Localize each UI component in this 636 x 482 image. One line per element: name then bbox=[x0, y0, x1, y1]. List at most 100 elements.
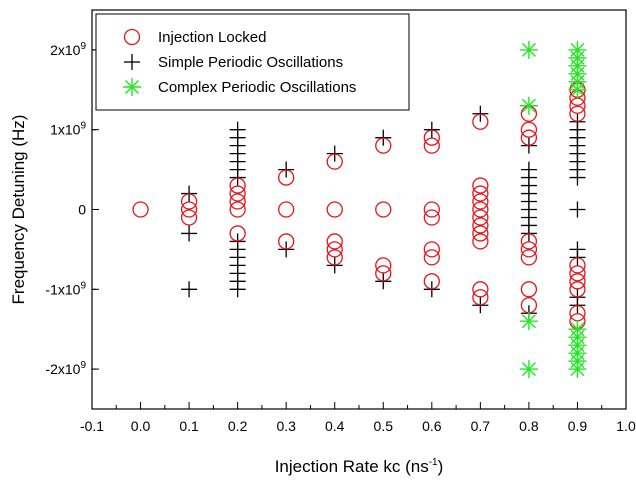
x-tick-label: 0.0 bbox=[131, 418, 151, 434]
circle-point bbox=[472, 177, 489, 194]
circle-point bbox=[569, 281, 586, 298]
x-tick-label: 0.9 bbox=[568, 418, 588, 434]
circle-point bbox=[180, 201, 198, 218]
circle-point bbox=[423, 241, 440, 258]
x-tick-label: -0.1 bbox=[80, 418, 104, 434]
circle-point bbox=[423, 273, 440, 290]
plus-point bbox=[569, 201, 586, 218]
x-tick-label: 1.0 bbox=[616, 418, 636, 434]
circle-point bbox=[472, 209, 489, 226]
circle-point bbox=[326, 241, 343, 258]
plus-point bbox=[181, 281, 198, 298]
series-asterisk bbox=[519, 40, 587, 379]
circle-point bbox=[375, 201, 392, 218]
circle-point bbox=[326, 233, 343, 250]
circle-point bbox=[180, 209, 198, 226]
circle-point bbox=[180, 193, 198, 210]
circle-point bbox=[472, 193, 489, 210]
x-tick-label: 0.2 bbox=[228, 418, 248, 434]
asterisk-point bbox=[519, 312, 538, 331]
circle-point bbox=[229, 201, 246, 218]
circle-point bbox=[520, 233, 538, 250]
circle-point bbox=[472, 225, 489, 242]
circle-point bbox=[326, 153, 343, 170]
asterisk-stroke bbox=[570, 362, 585, 377]
plus-point bbox=[569, 169, 586, 186]
x-tick-label: 0.6 bbox=[422, 418, 442, 434]
circle-point bbox=[326, 201, 343, 218]
asterisk-stroke bbox=[521, 314, 536, 329]
circle-point bbox=[278, 169, 295, 186]
circle-point bbox=[229, 225, 246, 242]
circle-point bbox=[520, 121, 538, 138]
circle-point bbox=[375, 257, 392, 274]
circle-point bbox=[472, 201, 489, 218]
asterisk-stroke bbox=[125, 80, 139, 94]
legend-label: Simple Periodic Oscillations bbox=[158, 54, 343, 71]
asterisk-point bbox=[568, 80, 587, 99]
legend-marker bbox=[123, 28, 141, 46]
circle-point bbox=[472, 113, 489, 130]
y-tick-label: -1x109 bbox=[45, 280, 86, 297]
circle-point bbox=[520, 241, 538, 258]
circle-point bbox=[472, 233, 489, 250]
circle-point bbox=[472, 281, 489, 298]
circle-point bbox=[472, 289, 489, 306]
legend: Injection Locked Simple Periodic Oscillat… bbox=[95, 13, 410, 111]
y-tick-label: 0 bbox=[78, 202, 86, 218]
asterisk-stroke bbox=[521, 42, 536, 57]
circle-point bbox=[423, 249, 440, 266]
circle-point bbox=[472, 217, 489, 234]
circle-point bbox=[569, 257, 586, 274]
circle-point bbox=[375, 265, 392, 282]
plus-point bbox=[229, 281, 246, 298]
legend-label: Injection Locked bbox=[158, 29, 266, 46]
circle-point bbox=[326, 249, 343, 266]
x-axis-title: Injection Rate kc (ns-1) bbox=[275, 457, 444, 476]
circle-point bbox=[278, 233, 295, 250]
y-tick-label: 2x109 bbox=[50, 41, 86, 58]
circle-point bbox=[569, 265, 586, 282]
y-tick-label: -2x109 bbox=[45, 360, 86, 377]
circle-point bbox=[278, 201, 295, 218]
legend-label: Complex Periodic Oscillations bbox=[158, 79, 356, 96]
circle-point bbox=[229, 193, 246, 210]
asterisk-point bbox=[519, 96, 538, 115]
circle-point bbox=[132, 201, 149, 218]
x-tick-label: 0.7 bbox=[471, 418, 491, 434]
asterisk-point bbox=[519, 40, 538, 59]
y-axis-title: Frequency Detuning (Hz) bbox=[9, 115, 28, 305]
asterisk-stroke bbox=[521, 98, 536, 113]
legend-marker bbox=[124, 54, 140, 70]
circle-point bbox=[423, 129, 440, 146]
asterisk-stroke bbox=[570, 82, 585, 97]
x-tick-label: 0.3 bbox=[276, 418, 296, 434]
circle-point bbox=[569, 105, 586, 122]
x-tick-label: 0.4 bbox=[325, 418, 345, 434]
circle-point bbox=[472, 185, 489, 202]
x-tick-label: 0.8 bbox=[519, 418, 539, 434]
plus-point bbox=[181, 225, 198, 242]
x-tick-label: 0.1 bbox=[179, 418, 199, 434]
circle-point bbox=[520, 129, 538, 146]
y-axis-ticks: 2x109 1x109 0 -1x109 -2x109 bbox=[45, 41, 99, 377]
legend-box bbox=[95, 13, 410, 111]
asterisk-point bbox=[519, 360, 538, 379]
circle-point bbox=[229, 177, 246, 194]
x-tick-label: 0.5 bbox=[374, 418, 394, 434]
x-axis-ticks: -0.1 0.0 0.1 0.2 0.3 0.4 0.5 0.6 0.7 0.8 0.9 1.0 bbox=[80, 402, 636, 434]
circle-point bbox=[423, 137, 440, 154]
asterisk-stroke bbox=[521, 362, 536, 377]
y-tick-label: 1x109 bbox=[50, 121, 86, 138]
legend-entries: Injection Locked Simple Periodic Oscillat… bbox=[123, 28, 356, 96]
circle-point bbox=[375, 137, 392, 154]
asterisk-point bbox=[568, 360, 587, 379]
data-markers bbox=[132, 40, 587, 379]
legend-marker bbox=[123, 78, 141, 96]
circle-point bbox=[569, 273, 586, 290]
series-circle bbox=[132, 81, 586, 330]
circle-point bbox=[423, 201, 440, 218]
series-plus bbox=[181, 105, 586, 322]
circle-point bbox=[520, 249, 538, 266]
